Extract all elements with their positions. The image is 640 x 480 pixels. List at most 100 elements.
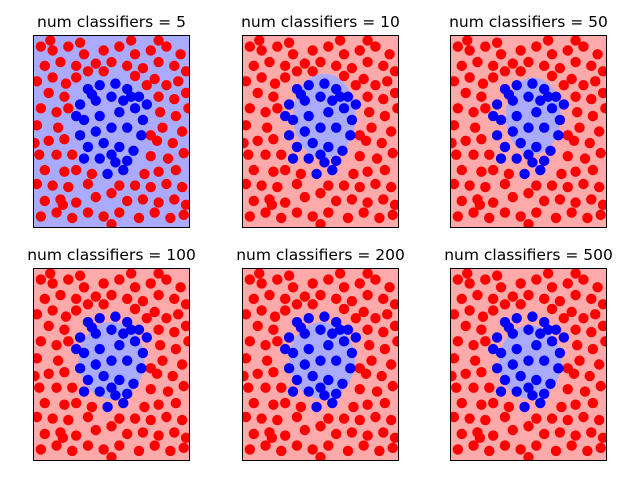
data-point-outer-class	[291, 207, 303, 218]
data-point-outer-class	[452, 103, 464, 114]
data-point-inner-class	[319, 311, 330, 322]
data-point-outer-class	[597, 320, 607, 332]
data-point-outer-class	[584, 137, 595, 149]
data-point-outer-class	[279, 164, 291, 176]
data-point-outer-class	[242, 353, 252, 364]
data-point-outer-class	[173, 76, 184, 87]
data-point-outer-class	[176, 359, 188, 370]
data-point-inner-class	[102, 168, 113, 180]
data-point-inner-class	[338, 103, 350, 114]
data-point-outer-class	[531, 207, 542, 218]
plot-content	[242, 268, 399, 461]
data-point-inner-class	[323, 107, 334, 118]
data-point-outer-class	[487, 397, 499, 409]
data-point-outer-class	[346, 427, 358, 438]
subplot-4-title: num classifiers = 100	[27, 246, 196, 264]
data-point-outer-class	[477, 311, 489, 322]
data-point-outer-class	[468, 207, 479, 218]
data-point-outer-class	[338, 49, 350, 60]
data-point-outer-class	[476, 134, 487, 145]
data-point-outer-class	[487, 197, 499, 208]
data-point-outer-class	[376, 137, 387, 149]
data-point-outer-class	[531, 413, 542, 424]
data-point-outer-class	[299, 191, 310, 203]
data-point-inner-class	[106, 355, 117, 366]
data-point-outer-class	[382, 309, 393, 320]
data-point-outer-class	[272, 336, 283, 347]
data-point-outer-class	[70, 72, 82, 83]
data-point-outer-class	[469, 122, 481, 133]
data-point-outer-class	[67, 382, 78, 393]
data-point-inner-class	[74, 332, 86, 343]
data-point-outer-class	[350, 79, 362, 91]
data-point-outer-class	[35, 211, 47, 222]
data-point-outer-class	[539, 60, 550, 72]
data-point-outer-class	[389, 299, 399, 310]
data-point-inner-class	[315, 149, 326, 160]
data-point-outer-class	[264, 289, 275, 301]
data-point-outer-class	[161, 41, 172, 52]
data-point-outer-class	[268, 324, 279, 335]
data-point-outer-class	[495, 282, 507, 293]
data-point-inner-class	[535, 95, 546, 106]
data-point-outer-class	[389, 320, 399, 332]
data-point-inner-class	[128, 145, 139, 156]
data-point-inner-class	[315, 91, 326, 102]
data-point-outer-class	[362, 35, 373, 46]
data-point-outer-class	[366, 122, 377, 133]
data-point-outer-class	[261, 122, 273, 133]
data-point-inner-class	[323, 141, 334, 153]
data-point-outer-class	[484, 382, 495, 393]
data-point-inner-class	[519, 168, 530, 180]
data-point-outer-class	[291, 178, 303, 190]
data-point-outer-class	[578, 274, 589, 285]
data-point-outer-class	[248, 397, 259, 409]
data-point-outer-class	[531, 440, 542, 451]
data-point-inner-class	[279, 110, 291, 122]
data-point-inner-class	[495, 386, 507, 397]
data-point-inner-class	[78, 153, 90, 164]
data-point-outer-class	[362, 399, 373, 410]
data-point-inner-class	[327, 397, 338, 409]
data-point-outer-class	[484, 445, 495, 457]
data-point-outer-class	[384, 49, 395, 60]
data-point-outer-class	[546, 49, 558, 60]
subplot-6: num classifiers = 500	[444, 246, 613, 461]
data-point-outer-class	[578, 312, 589, 324]
data-point-outer-class	[472, 56, 483, 68]
data-point-outer-class	[176, 181, 188, 193]
data-point-outer-class	[495, 49, 507, 60]
data-point-inner-class	[114, 107, 125, 118]
data-point-outer-class	[582, 445, 593, 457]
subplot-3-title: num classifiers = 50	[449, 13, 608, 31]
data-point-outer-class	[33, 370, 40, 382]
data-point-inner-class	[539, 155, 550, 167]
data-point-outer-class	[586, 194, 597, 205]
data-point-outer-class	[462, 268, 473, 279]
data-point-outer-class	[70, 197, 82, 208]
data-point-outer-class	[362, 324, 373, 335]
data-point-outer-class	[279, 60, 291, 72]
data-point-inner-class	[539, 316, 550, 328]
data-point-outer-class	[248, 293, 259, 305]
data-point-inner-class	[499, 374, 511, 386]
data-point-outer-class	[460, 87, 471, 99]
data-point-outer-class	[169, 194, 180, 205]
data-point-outer-class	[51, 340, 62, 351]
data-point-outer-class	[586, 293, 597, 305]
data-point-outer-class	[558, 312, 570, 324]
data-point-outer-class	[499, 178, 511, 190]
data-point-outer-class	[456, 60, 467, 72]
data-point-outer-class	[39, 293, 50, 305]
data-point-outer-class	[145, 363, 156, 374]
data-point-outer-class	[51, 207, 62, 218]
data-point-inner-class	[283, 363, 295, 374]
data-point-outer-class	[378, 427, 389, 438]
data-point-outer-class	[256, 278, 267, 289]
data-point-outer-class	[33, 178, 43, 190]
data-point-outer-class	[82, 66, 94, 77]
data-point-inner-class	[350, 99, 362, 110]
data-point-outer-class	[363, 107, 375, 118]
data-point-outer-class	[597, 199, 607, 211]
data-point-outer-class	[70, 293, 82, 305]
